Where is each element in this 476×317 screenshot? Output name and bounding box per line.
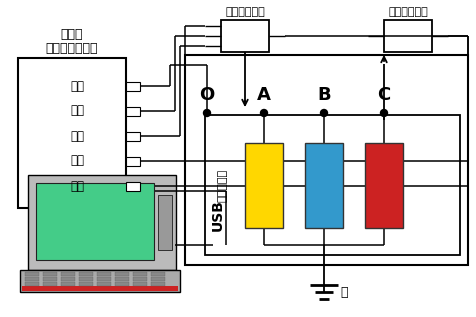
Text: A: A (257, 86, 271, 104)
Bar (61, 277, 75, 281)
Bar (43, 277, 57, 281)
Bar (185, 55, 468, 265)
Bar (126, 107, 140, 115)
Bar (133, 272, 147, 275)
Text: 地: 地 (340, 286, 348, 299)
Bar (97, 272, 111, 275)
Bar (151, 272, 165, 275)
Bar (245, 143, 283, 228)
Bar (151, 277, 165, 281)
Bar (115, 282, 129, 286)
Text: 输出测量阻抗: 输出测量阻抗 (388, 7, 428, 17)
Text: 通讯: 通讯 (70, 179, 84, 192)
Bar (43, 282, 57, 286)
Circle shape (204, 109, 210, 117)
Bar (365, 143, 403, 228)
Text: C: C (377, 86, 391, 104)
Bar (305, 143, 343, 228)
Bar (79, 282, 93, 286)
Bar (25, 277, 39, 281)
Bar (61, 272, 75, 275)
Bar (61, 282, 75, 286)
Bar (221, 20, 269, 52)
Bar (20, 270, 180, 292)
Text: B: B (317, 86, 331, 104)
Text: 输出: 输出 (70, 154, 84, 167)
Bar (43, 272, 57, 275)
Bar (97, 282, 111, 286)
Bar (36, 183, 154, 260)
Bar (97, 277, 111, 281)
Bar (115, 272, 129, 275)
Bar (126, 157, 140, 165)
Text: 变压器: 变压器 (61, 29, 83, 42)
Bar (205, 115, 460, 255)
Circle shape (380, 109, 387, 117)
Bar (126, 81, 140, 90)
Text: 绕组变形测试仪: 绕组变形测试仪 (46, 42, 98, 55)
Bar (28, 175, 176, 270)
Bar (79, 272, 93, 275)
Bar (384, 20, 432, 52)
Circle shape (260, 109, 268, 117)
Circle shape (320, 109, 327, 117)
Bar (79, 277, 93, 281)
Bar (151, 282, 165, 286)
Bar (133, 277, 147, 281)
Bar (115, 277, 129, 281)
Bar (25, 282, 39, 286)
Bar (126, 132, 140, 140)
Text: O: O (199, 86, 215, 104)
Text: 输入: 输入 (70, 130, 84, 143)
Text: 被试变压器: 被试变压器 (218, 168, 228, 202)
Text: 输入测量阻抗: 输入测量阻抗 (225, 7, 265, 17)
Text: USB: USB (211, 199, 225, 231)
Bar (158, 195, 172, 250)
Bar (126, 182, 140, 191)
Bar (22, 286, 178, 291)
Bar (25, 272, 39, 275)
Bar (18, 58, 126, 208)
Bar (133, 282, 147, 286)
Text: 接地: 接地 (70, 80, 84, 93)
Text: 信号: 信号 (70, 105, 84, 118)
